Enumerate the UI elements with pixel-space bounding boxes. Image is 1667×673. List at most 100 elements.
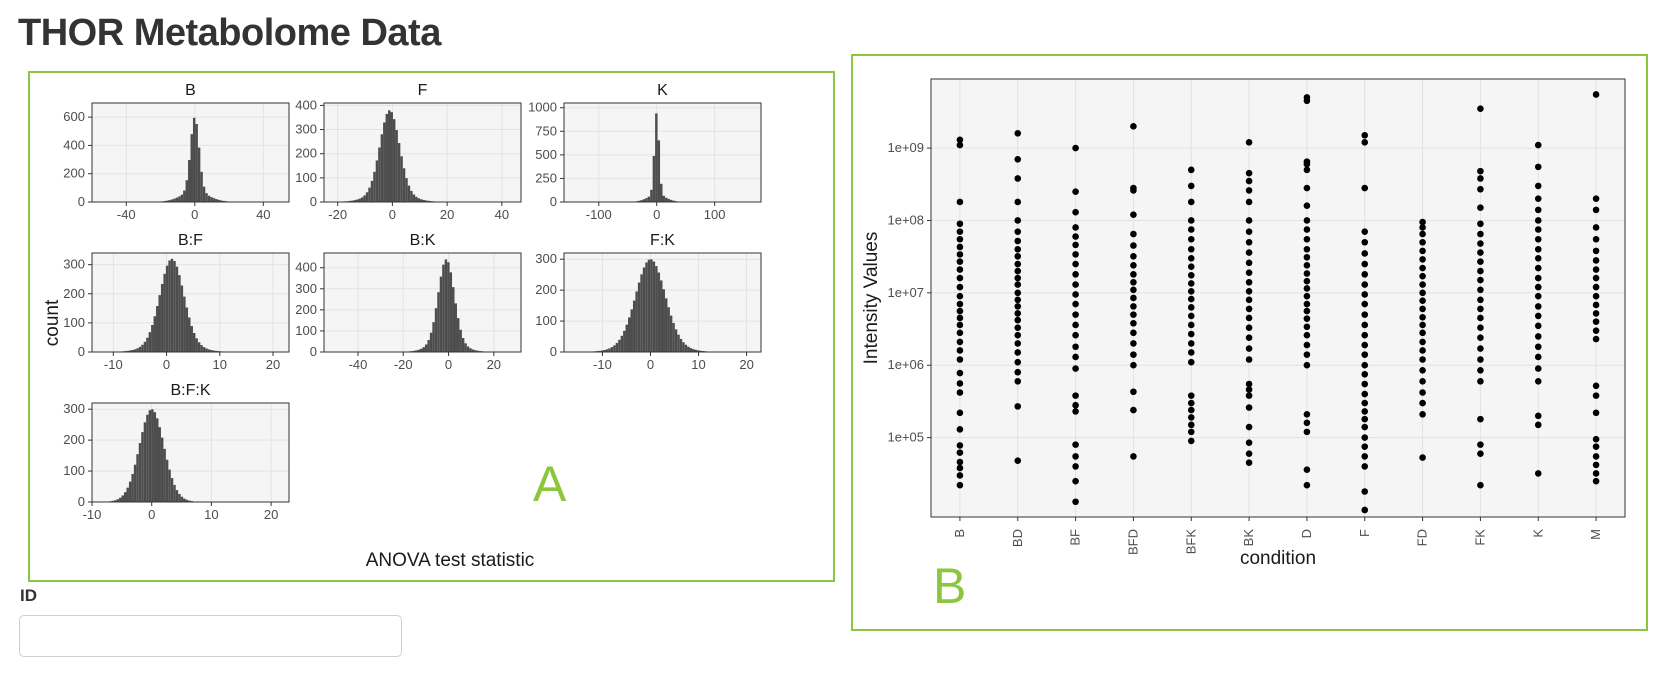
data-point (1477, 305, 1484, 313)
y-tick-label: 200 (295, 146, 317, 161)
data-point (1419, 224, 1426, 231)
data-point (1477, 377, 1484, 385)
data-point (1303, 166, 1311, 174)
data-point (1130, 230, 1137, 238)
data-point (1245, 439, 1253, 447)
histogram-bar (692, 349, 695, 352)
data-point (1130, 262, 1137, 269)
x-tick-label: -10 (104, 357, 123, 372)
data-point (1130, 453, 1137, 460)
x-tick-label: 0 (653, 207, 660, 222)
histogram-bar (422, 347, 425, 352)
histogram-bar (158, 427, 161, 502)
data-point (1014, 377, 1022, 385)
data-point (956, 141, 964, 149)
data-point (1072, 208, 1079, 216)
histogram-bar (434, 308, 438, 352)
y-tick-label: 250 (535, 170, 557, 185)
x-tick-label: -20 (328, 207, 347, 222)
histogram-bar (178, 275, 181, 352)
data-point (1072, 224, 1079, 231)
data-point (956, 292, 964, 300)
data-point (1361, 390, 1369, 398)
data-point (1534, 226, 1542, 233)
data-point (1014, 340, 1022, 347)
data-point (1130, 278, 1137, 286)
data-point (1014, 310, 1022, 317)
data-point (1187, 304, 1195, 311)
data-point (1072, 408, 1079, 415)
data-point (1303, 158, 1311, 165)
data-point (1361, 271, 1369, 278)
histogram-bar (373, 171, 376, 202)
data-point (1014, 260, 1022, 268)
data-point (1361, 228, 1369, 235)
histogram-bar (217, 199, 221, 202)
data-point (1534, 292, 1542, 300)
data-point (1187, 198, 1195, 206)
data-point (1187, 235, 1195, 243)
data-point (956, 464, 964, 472)
facet-title: B:F:K (170, 382, 210, 399)
data-point (1361, 506, 1369, 514)
histogram-bar (138, 443, 142, 502)
histogram-bar (610, 347, 614, 352)
histogram-bar (454, 303, 457, 352)
data-point (1419, 256, 1426, 263)
data-point (956, 258, 964, 265)
x-tick-label: FD (1415, 529, 1430, 546)
data-point (1419, 272, 1426, 280)
histogram-bar (360, 197, 364, 202)
histogram-bar (662, 195, 665, 202)
data-point (1477, 105, 1484, 112)
y-tick-label: 200 (63, 166, 85, 181)
data-point (1303, 285, 1311, 292)
data-point (1130, 252, 1137, 260)
data-point (1245, 386, 1253, 393)
data-point (1187, 414, 1195, 421)
data-point (1187, 217, 1195, 224)
x-tick-label: BK (1241, 529, 1256, 547)
id-input[interactable] (19, 615, 402, 657)
histogram-bar (173, 260, 176, 352)
data-point (1477, 441, 1484, 448)
histogram-bar (620, 335, 624, 352)
y-tick-label: 200 (63, 286, 85, 301)
x-axis-title: condition (1240, 548, 1316, 569)
histogram-bar (461, 338, 465, 352)
data-point (1477, 345, 1484, 352)
histogram-bar (642, 267, 646, 352)
histogram-bar (630, 309, 633, 352)
data-point (1477, 240, 1484, 247)
data-point (1014, 274, 1022, 282)
histogram-bar (197, 342, 201, 352)
histogram-bar (136, 348, 139, 352)
data-point (1245, 249, 1253, 256)
histogram-bar (197, 147, 201, 202)
series-m (1592, 91, 1600, 485)
histogram-bar (598, 350, 601, 352)
data-point (1303, 315, 1311, 322)
data-point (1361, 331, 1369, 339)
data-point (956, 266, 964, 273)
histogram-bar (170, 258, 174, 352)
data-point (1534, 322, 1542, 330)
histogram-bar (121, 495, 125, 502)
y-tick-label: 200 (295, 302, 317, 317)
data-point (1419, 313, 1426, 321)
histogram-bar (383, 122, 386, 202)
data-point (956, 472, 964, 479)
histogram-bar (363, 195, 366, 202)
data-point (1361, 132, 1369, 139)
data-point (1303, 351, 1311, 358)
y-tick-label: 300 (295, 281, 317, 296)
data-point (1245, 404, 1253, 411)
data-point (1245, 238, 1253, 246)
histogram-bar (185, 499, 189, 502)
y-tick-label: 0 (78, 194, 85, 209)
data-point (1187, 312, 1195, 320)
y-tick-label: 1000 (528, 100, 557, 115)
histogram-bar (672, 323, 675, 352)
